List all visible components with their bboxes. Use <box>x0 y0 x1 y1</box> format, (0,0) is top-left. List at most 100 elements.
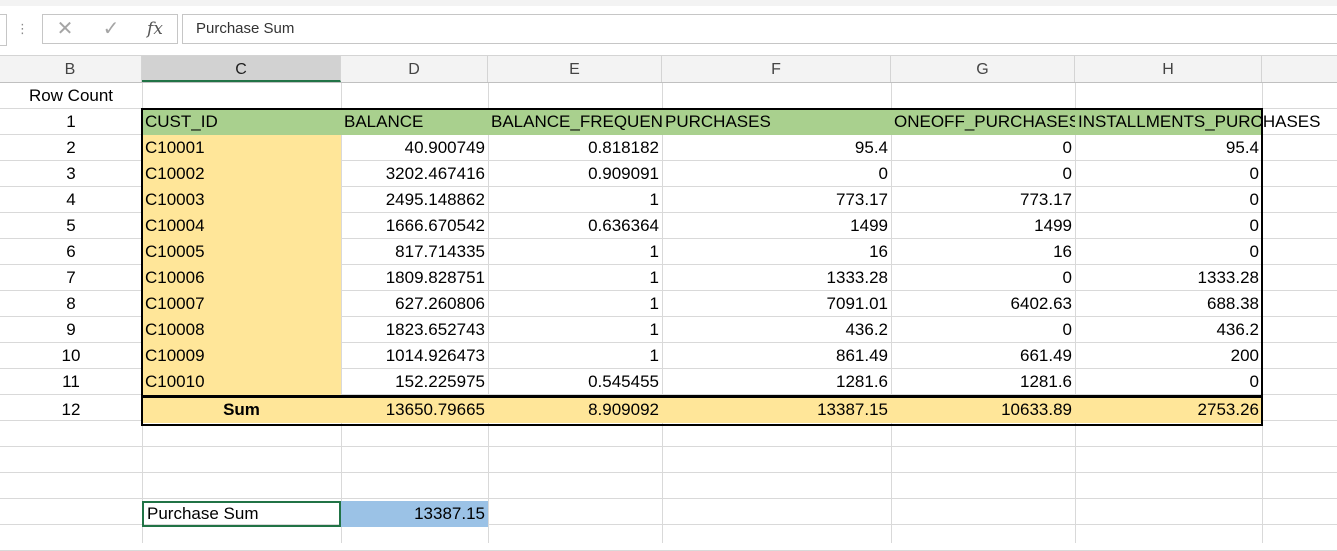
cust-id-cell[interactable]: C10006 <box>142 265 341 291</box>
table-data-cell[interactable]: 16 <box>869 242 888 261</box>
insert-function-icon[interactable]: fx <box>147 19 163 39</box>
table-data-cell[interactable]: 627.260806 <box>395 294 485 313</box>
cust-id-cell[interactable]: C10003 <box>142 187 341 213</box>
column-header-i[interactable] <box>1262 56 1337 82</box>
cust-id-cell[interactable]: C10008 <box>142 317 341 343</box>
table-data-cell[interactable]: 2495.148862 <box>385 190 485 209</box>
table-data-cell[interactable]: 1281.6 <box>836 372 888 391</box>
table-data-cell[interactable]: 95.4 <box>1225 138 1259 157</box>
column-header-f[interactable]: F <box>662 56 891 82</box>
table-data-cell[interactable]: 1499 <box>850 216 888 235</box>
table-data-cell[interactable]: 436.2 <box>845 320 888 339</box>
table-data-cell[interactable]: 1666.670542 <box>385 216 485 235</box>
table-header-cell[interactable]: BALANCE_FREQUENCY <box>488 109 662 135</box>
cust-id-cell[interactable]: C10002 <box>142 161 341 187</box>
row-count-value[interactable]: 8 <box>66 294 76 313</box>
table-data-cell[interactable]: 40.900749 <box>404 138 485 157</box>
name-box[interactable] <box>0 14 7 46</box>
table-data-cell[interactable]: 16 <box>1053 242 1072 261</box>
sum-value-cell[interactable]: 13387.15 <box>662 397 891 423</box>
table-data-cell[interactable]: 1333.28 <box>1197 268 1259 287</box>
formula-input[interactable]: Purchase Sum <box>182 14 1337 44</box>
row-count-value[interactable]: 9 <box>66 320 76 339</box>
row-count-value[interactable]: 3 <box>66 164 76 183</box>
table-data-cell[interactable]: 1809.828751 <box>385 268 485 287</box>
table-data-cell[interactable]: 95.4 <box>854 138 888 157</box>
table-data-cell[interactable]: 0.909091 <box>588 164 659 183</box>
cust-id-cell[interactable]: C10007 <box>142 291 341 317</box>
cust-id-cell[interactable]: C10001 <box>142 135 341 161</box>
row-count-value[interactable]: 11 <box>62 372 80 391</box>
row-count-value[interactable]: 7 <box>66 268 76 287</box>
table-data-cell[interactable]: 0 <box>1062 164 1072 183</box>
column-header-c[interactable]: C <box>142 56 341 82</box>
table-data-cell[interactable]: 688.38 <box>1207 294 1259 313</box>
table-data-cell[interactable]: 3202.467416 <box>385 164 485 183</box>
table-data-cell[interactable]: 7091.01 <box>826 294 888 313</box>
table-data-cell[interactable]: 200 <box>1230 346 1259 365</box>
cust-id-cell[interactable]: C10005 <box>142 239 341 265</box>
table-data-cell[interactable]: 436.2 <box>1216 320 1259 339</box>
table-data-cell[interactable]: 1 <box>649 346 659 365</box>
enter-icon[interactable]: ✓ <box>102 18 120 40</box>
sum-label-cell[interactable]: Sum <box>142 397 341 423</box>
sum-value-cell[interactable]: 13650.79665 <box>341 397 488 423</box>
table-header-cell[interactable]: PURCHASES <box>662 109 891 135</box>
cancel-icon[interactable]: ✕ <box>56 18 74 40</box>
sum-value-cell[interactable]: 8.909092 <box>488 397 662 423</box>
table-data-cell[interactable]: 861.49 <box>836 346 888 365</box>
table-data-cell[interactable]: 1014.926473 <box>385 346 485 365</box>
row-count-value[interactable]: 12 <box>61 400 81 419</box>
row-count-value[interactable]: 4 <box>66 190 76 209</box>
table-header-cell[interactable]: ONEOFF_PURCHASES <box>891 109 1080 135</box>
table-data-cell[interactable]: 0 <box>1062 320 1072 339</box>
table-header-cell[interactable]: BALANCE <box>341 109 488 135</box>
cell-grid[interactable]: Row Count 1 2 3 4 5 6 7 8 9 10 11 12 CUST_ID BALANCE BA… <box>0 83 1337 551</box>
table-data-cell[interactable]: 152.225975 <box>395 372 485 391</box>
more-options-icon[interactable]: ⋮ <box>16 21 29 36</box>
cust-id-cell[interactable]: C10010 <box>142 369 341 395</box>
sum-value-cell[interactable]: 10633.89 <box>891 397 1075 423</box>
table-data-cell[interactable]: 1 <box>649 294 659 313</box>
column-header-h[interactable]: H <box>1075 56 1262 82</box>
table-data-cell[interactable]: 0 <box>1249 164 1259 183</box>
table-data-cell[interactable]: 1 <box>649 190 659 209</box>
purchase-sum-value[interactable]: 13387.15 <box>341 501 488 527</box>
table-data-cell[interactable]: 0 <box>1249 190 1259 209</box>
sum-value-cell[interactable]: 2753.26 <box>1075 397 1262 423</box>
table-data-cell[interactable]: 0 <box>1249 216 1259 235</box>
row-count-value[interactable]: 5 <box>66 216 76 235</box>
table-data-cell[interactable]: 0.545455 <box>588 372 659 391</box>
table-data-cell[interactable]: 661.49 <box>1020 346 1072 365</box>
cust-id-cell[interactable]: C10009 <box>142 343 341 369</box>
table-data-cell[interactable]: 817.714335 <box>395 242 485 261</box>
row-count-value[interactable]: 1 <box>66 112 76 131</box>
table-header-cell[interactable]: CUST_ID <box>142 109 341 135</box>
table-data-cell[interactable]: 0 <box>878 164 888 183</box>
row-count-value[interactable]: 10 <box>61 346 81 365</box>
table-data-cell[interactable]: 1499 <box>1034 216 1072 235</box>
cust-id-cell[interactable]: C10004 <box>142 213 341 239</box>
table-data-cell[interactable]: 0 <box>1062 138 1072 157</box>
table-data-cell[interactable]: 1281.6 <box>1020 372 1072 391</box>
table-data-cell[interactable]: 0 <box>1249 242 1259 261</box>
table-data-cell[interactable]: 0 <box>1249 372 1259 391</box>
table-data-cell[interactable]: 1 <box>649 242 659 261</box>
purchase-sum-label[interactable]: Purchase Sum <box>142 501 341 527</box>
column-header-b[interactable]: B <box>0 56 142 82</box>
row-count-label[interactable]: Row Count <box>28 86 114 105</box>
row-count-value[interactable]: 2 <box>66 138 76 157</box>
table-data-cell[interactable]: 1333.28 <box>826 268 888 287</box>
table-data-cell[interactable]: 6402.63 <box>1010 294 1072 313</box>
table-data-cell[interactable]: 1 <box>649 320 659 339</box>
table-data-cell[interactable]: 773.17 <box>836 190 888 209</box>
column-header-g[interactable]: G <box>891 56 1075 82</box>
table-data-cell[interactable]: 0 <box>1062 268 1072 287</box>
table-header-cell[interactable]: INSTALLMENTS_PURCHASES <box>1075 109 1320 135</box>
row-count-value[interactable]: 6 <box>66 242 76 261</box>
table-data-cell[interactable]: 1823.652743 <box>385 320 485 339</box>
table-data-cell[interactable]: 0.818182 <box>588 138 659 157</box>
column-header-d[interactable]: D <box>341 56 488 82</box>
column-header-e[interactable]: E <box>488 56 662 82</box>
table-data-cell[interactable]: 0.636364 <box>588 216 659 235</box>
